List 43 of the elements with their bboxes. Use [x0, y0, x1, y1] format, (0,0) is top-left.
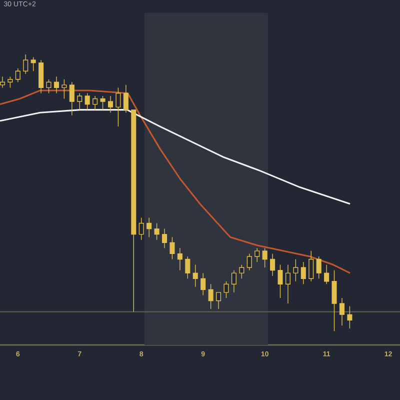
candlestick: [69, 82, 74, 116]
candlestick: [92, 96, 98, 110]
candlestick: [146, 217, 152, 238]
candlestick: [30, 56, 36, 72]
candlestick: [270, 253, 276, 276]
candlestick: [200, 272, 206, 296]
candlestick: [77, 92, 82, 110]
candlestick: [170, 236, 175, 260]
candlestick: [123, 84, 128, 113]
candlestick: [46, 79, 52, 94]
candlestick: [84, 92, 90, 110]
candlestick: [23, 54, 28, 74]
candlestick: [54, 76, 59, 94]
candlestick: [208, 284, 214, 310]
candlestick: [15, 68, 20, 83]
candlestick: [300, 262, 306, 284]
candlestick: [254, 248, 260, 262]
candlestick: [216, 292, 222, 310]
candlestick: [339, 298, 344, 326]
candlestick: [116, 87, 121, 127]
candlestick: [231, 270, 236, 293]
candlestick: [324, 264, 330, 284]
candlestick: [285, 264, 290, 304]
candlestick: [138, 217, 144, 240]
candlestick: [316, 256, 322, 279]
candlestick: [224, 281, 229, 298]
candlestick: [154, 222, 160, 240]
candlestick: [347, 306, 352, 329]
candlestick: [62, 79, 67, 100]
candlestick: [192, 264, 198, 288]
candlestick: [246, 253, 252, 271]
candlestick: [8, 76, 13, 88]
candlestick: [108, 96, 114, 113]
candlestick: [293, 258, 298, 282]
candlestick: [332, 270, 337, 332]
candlestick: [185, 256, 190, 279]
candlestick: [262, 248, 268, 268]
candlestick: [177, 248, 182, 271]
candlestick: [278, 264, 283, 298]
candlestick: [100, 96, 106, 110]
candlestick: [308, 250, 314, 282]
candlestick: [162, 228, 168, 249]
candlestick: [239, 264, 244, 279]
